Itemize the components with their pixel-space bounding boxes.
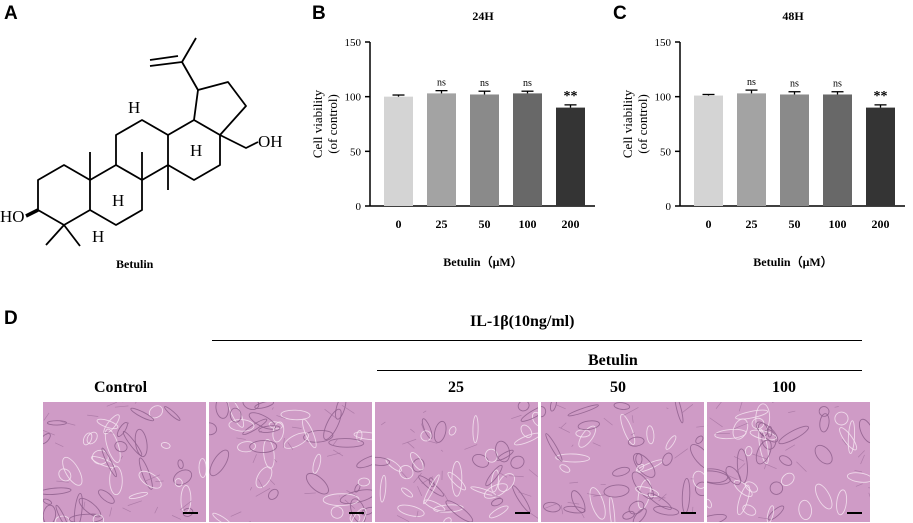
bar [427, 93, 456, 206]
significance-label: ns [747, 77, 756, 88]
y-tick-label: 100 [345, 92, 362, 104]
micrograph-betulin-100 [707, 402, 870, 522]
y-tick-label: 150 [655, 37, 672, 49]
ring-b [89, 164, 143, 226]
chart-title: 24H [472, 9, 494, 23]
x-tick-label: 50 [789, 217, 801, 231]
y-tick-label: 150 [345, 37, 362, 49]
betulin-line [377, 370, 862, 371]
significance-label: ns [833, 79, 842, 90]
ring-c [115, 119, 169, 181]
x-axis-label: Betulin（μM） [443, 254, 522, 269]
y-axis-label: Cell viability(of control) [310, 89, 340, 158]
x-tick-label: 25 [436, 217, 448, 231]
h-label-4: H [92, 227, 104, 246]
bar [866, 107, 895, 206]
x-tick-label: 200 [872, 217, 890, 231]
significance-label: ns [790, 79, 799, 90]
panel-letter-b: B [312, 3, 326, 24]
control-label: Control [94, 379, 148, 396]
betulin-structure: H H H H HO OH [0, 37, 283, 247]
significance-label: ns [437, 78, 446, 89]
panel-letter-a: A [4, 3, 18, 24]
bar [384, 96, 413, 206]
dose-label-25: 25 [448, 379, 464, 396]
il1b-label: IL-1β(10ng/ml) [470, 313, 575, 330]
significance-label: ns [480, 78, 489, 89]
chart-title: 48H [782, 9, 804, 23]
ho-label: HO [0, 207, 25, 226]
y-tick-label: 0 [666, 201, 672, 213]
micrograph-betulin-50 [541, 402, 704, 522]
bar [780, 94, 809, 206]
significance-label: ** [874, 89, 888, 104]
il1b-line [212, 340, 862, 341]
panel-letter-c: C [613, 3, 627, 24]
bar-chart-24h: 24H 0 50 100 150 Cell viability(of control) 0 n… [310, 9, 595, 269]
dose-label-50: 50 [610, 379, 626, 396]
betulin-label: Betulin [588, 352, 638, 369]
y-tick-label: 0 [356, 201, 362, 213]
h-label-1: H [128, 98, 140, 117]
y-tick-label: 50 [660, 146, 672, 158]
bar [823, 94, 852, 206]
ring-e [193, 81, 247, 136]
micrograph-il1b [209, 402, 372, 522]
panel-letter-d: D [4, 308, 18, 329]
significance-label: ns [523, 78, 532, 89]
y-axis-label: Cell viability(of control) [620, 89, 650, 158]
bar [513, 93, 542, 206]
ring-d [167, 119, 221, 181]
x-tick-label: 200 [562, 217, 580, 231]
micrograph-betulin-25 [375, 402, 538, 522]
x-tick-label: 100 [829, 217, 847, 231]
x-axis-label: Betulin（μM） [753, 254, 832, 269]
structure-name: Betulin [116, 257, 154, 271]
bar [556, 107, 585, 206]
bar [737, 93, 766, 206]
x-tick-label: 50 [479, 217, 491, 231]
x-tick-label: 25 [746, 217, 758, 231]
significance-label: ** [564, 89, 578, 104]
x-tick-label: 100 [519, 217, 537, 231]
oh-label: OH [258, 132, 283, 151]
bar-chart-48h: 48H 0 50 100 150 Cell viability(of control) 0 n… [620, 9, 905, 269]
y-tick-label: 100 [655, 92, 672, 104]
y-tick-label: 50 [350, 146, 362, 158]
bar [694, 95, 723, 206]
h-label-3: H [112, 191, 124, 210]
ring-a [37, 164, 91, 226]
x-tick-label: 0 [396, 217, 402, 231]
h-label-2: H [190, 141, 202, 160]
dose-label-100: 100 [772, 379, 796, 396]
micrograph-control [43, 402, 206, 522]
bar [470, 94, 499, 206]
x-tick-label: 0 [706, 217, 712, 231]
